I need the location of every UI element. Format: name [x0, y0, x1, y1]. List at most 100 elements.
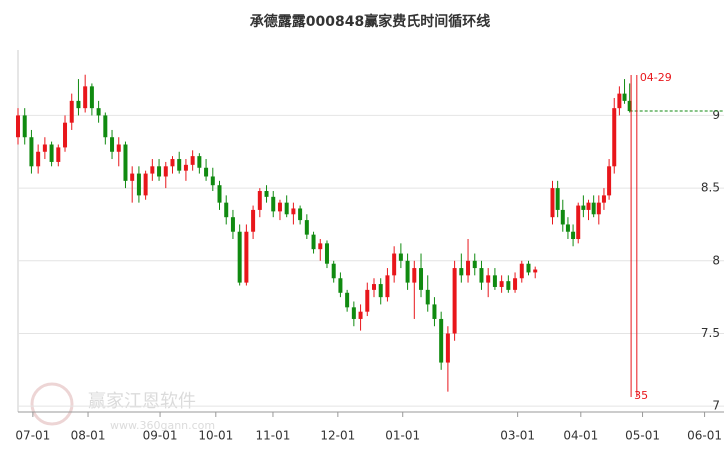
candle-body: [596, 202, 601, 215]
candle-body: [351, 307, 356, 319]
x-tick-label: 12-01: [320, 429, 355, 443]
candle-body: [486, 275, 491, 283]
candle-body: [237, 231, 242, 283]
candle-body: [291, 208, 296, 215]
candle-body: [157, 166, 162, 177]
candle-body: [324, 243, 329, 264]
candle-body: [298, 208, 303, 221]
y-tick-label: 8: [712, 253, 720, 267]
candle-body: [42, 144, 47, 152]
candle-body: [56, 147, 61, 162]
candle-body: [398, 253, 403, 261]
x-tick-label: 10-01: [198, 429, 233, 443]
candle-body: [385, 275, 390, 298]
candle-body: [16, 115, 20, 138]
candle-body: [459, 268, 464, 276]
candle-body: [533, 269, 538, 273]
candle-body: [271, 196, 276, 212]
candle-body: [304, 220, 309, 235]
candle-body: [163, 166, 168, 177]
candle-body: [251, 209, 256, 232]
y-tick-label: 8.5: [701, 181, 720, 195]
candle-body: [22, 115, 27, 138]
candle-body: [519, 263, 524, 279]
candle-body: [581, 205, 586, 210]
candle-body: [378, 284, 383, 298]
candle-body: [513, 278, 518, 290]
candle-body: [150, 166, 155, 174]
candle-body: [432, 304, 437, 319]
candle-body: [601, 195, 606, 203]
candle-body: [36, 151, 41, 167]
candle-body: [311, 234, 316, 250]
watermark-text: 赢家江恩软件: [88, 390, 196, 412]
y-tick-label: 7.5: [701, 326, 720, 340]
candle-body: [560, 209, 565, 225]
candle-body: [69, 100, 74, 123]
candle-body: [29, 137, 34, 167]
candle-body: [103, 115, 108, 138]
candle-body: [607, 166, 612, 196]
candle-body: [358, 311, 363, 319]
cycle-label: 04-29: [640, 71, 672, 84]
candle-body: [318, 243, 323, 250]
candle-body: [190, 156, 195, 165]
candle-body: [331, 263, 336, 279]
x-tick-label: 09-01: [143, 429, 178, 443]
candle-body: [555, 188, 560, 210]
candle-body: [466, 260, 471, 276]
candle-body: [405, 260, 410, 283]
candle-body: [372, 284, 377, 290]
candle-body: [136, 173, 141, 196]
candle-body: [392, 253, 397, 276]
y-tick-label: 7: [712, 399, 720, 413]
candle-body: [244, 231, 249, 283]
candle-body: [526, 263, 531, 273]
watermark: 赢家江恩软件 www.360gann.com: [30, 382, 215, 432]
candle-body: [571, 231, 576, 239]
x-tick-label: 03-01: [500, 429, 535, 443]
candle-body: [143, 173, 148, 196]
x-tick-label: 05-01: [625, 429, 660, 443]
candle-body: [412, 268, 417, 283]
candle-body: [479, 268, 484, 283]
candle-body: [576, 205, 581, 239]
candle-body: [96, 108, 101, 116]
candle-body: [445, 333, 450, 363]
x-tick-label: 11-01: [256, 429, 291, 443]
candle-body: [617, 93, 622, 109]
candle-body: [365, 289, 370, 312]
candle-body: [76, 100, 81, 109]
candle-body: [284, 202, 289, 215]
candle-body: [204, 167, 209, 177]
candle-body: [210, 176, 215, 186]
candle-body: [277, 202, 282, 212]
candle-body: [565, 224, 570, 232]
candle-body: [550, 188, 555, 218]
candle-body: [49, 144, 54, 162]
candle-body: [452, 268, 457, 334]
x-tick-label: 07-01: [15, 429, 50, 443]
candle-body: [472, 260, 477, 269]
y-tick-label: 9: [712, 108, 720, 122]
candle-body: [89, 86, 94, 109]
candle-body: [230, 217, 235, 232]
candle-body: [264, 191, 269, 197]
candle-body: [83, 86, 88, 109]
candle-body: [506, 281, 511, 290]
x-tick-label: 08-01: [71, 429, 106, 443]
candle-body: [425, 289, 430, 305]
candle-body: [123, 144, 128, 181]
candle-body: [224, 202, 229, 218]
candle-body: [591, 202, 596, 215]
candle-body: [116, 144, 121, 152]
candle-body: [63, 122, 68, 148]
candle-body: [492, 275, 497, 287]
candle-body: [419, 268, 424, 290]
candle-body: [257, 191, 262, 210]
candle-body: [110, 137, 115, 152]
candle-body: [499, 281, 504, 287]
candle-body: [183, 164, 188, 171]
x-tick-label: 01-01: [385, 429, 420, 443]
